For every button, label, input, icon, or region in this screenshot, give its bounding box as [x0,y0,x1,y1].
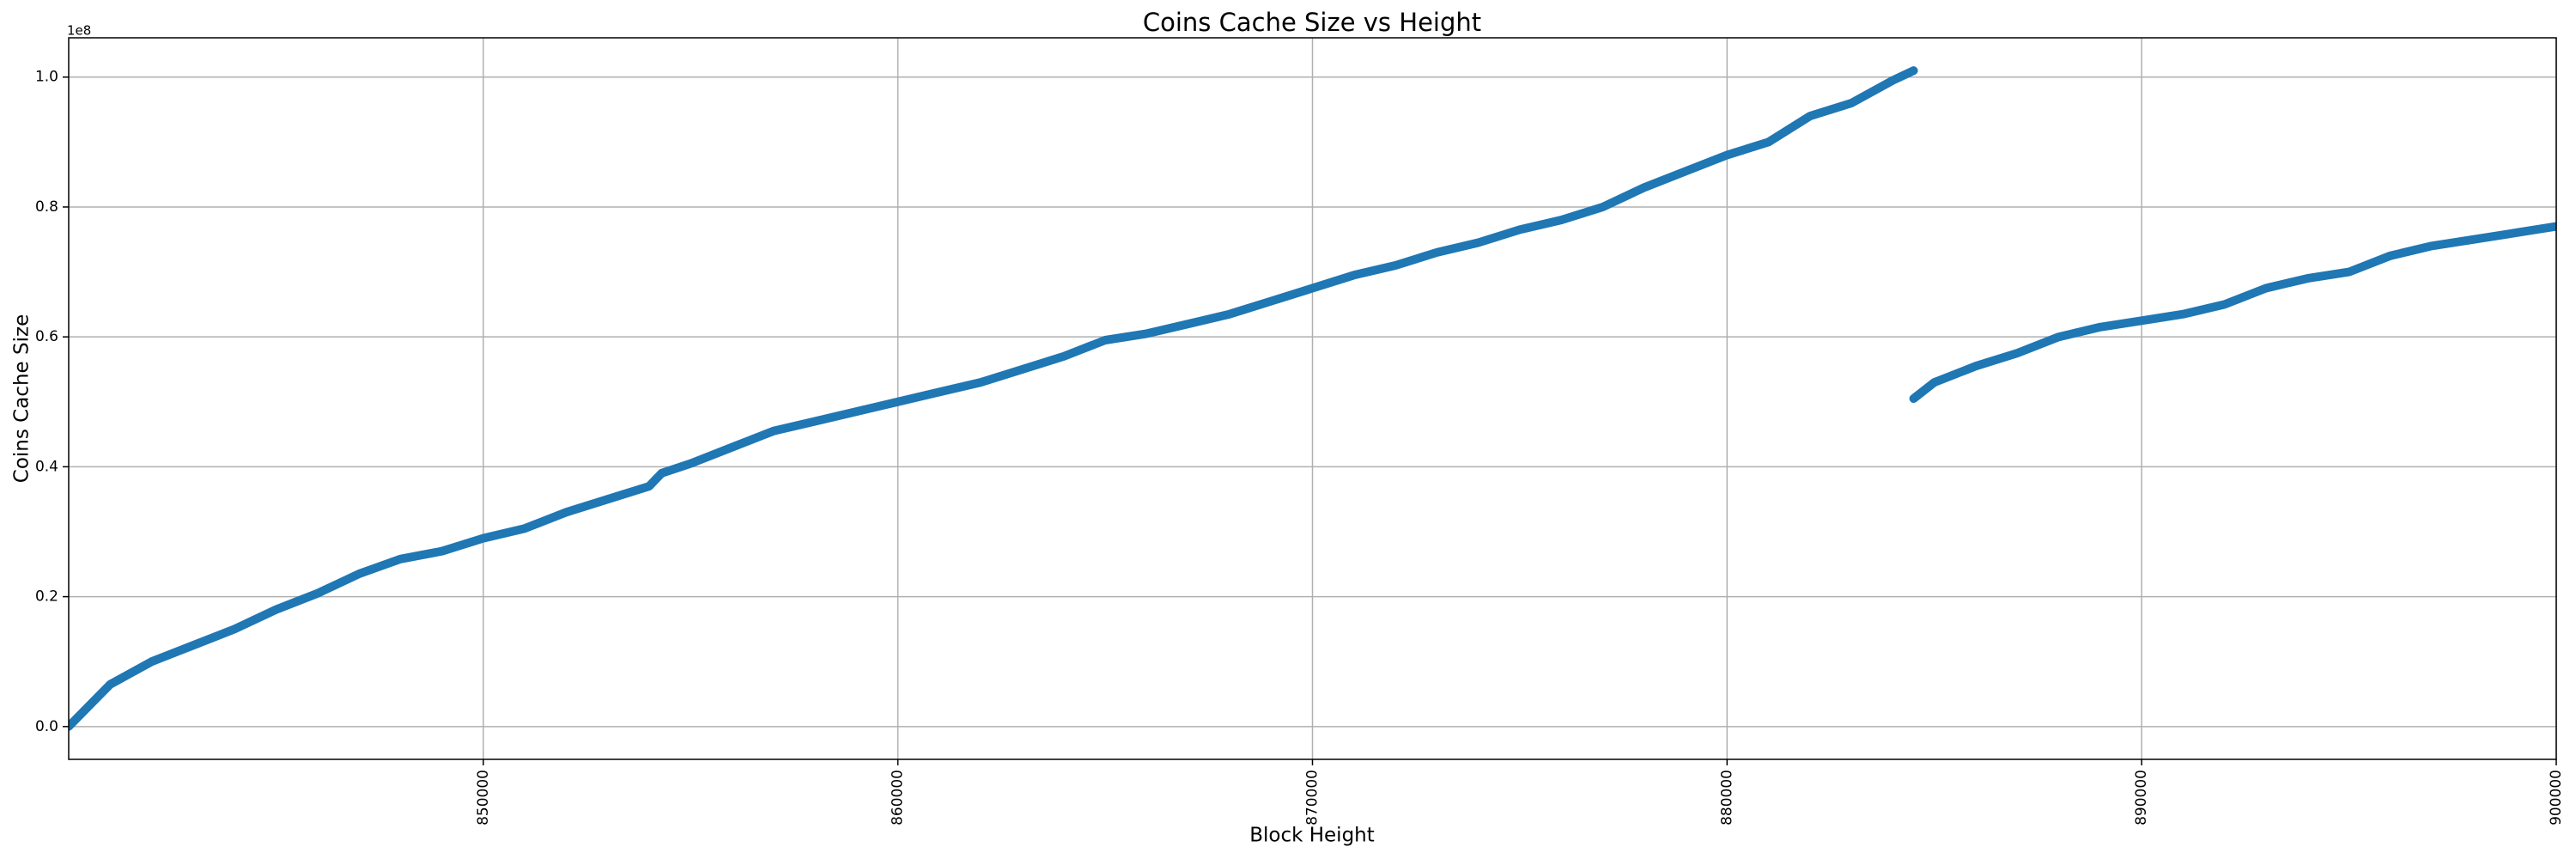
y-tick-label: 1.0 [35,69,58,86]
y-tick-label: 0.0 [35,718,58,735]
y-offset-label: 1e8 [67,23,91,39]
x-tick-label: 890000 [2133,770,2150,825]
data-line [69,66,1918,731]
y-axis-label: Coins Cache Size [11,314,33,483]
y-tick-label: 0.4 [35,458,58,475]
y-tick-label: 0.2 [35,588,58,606]
chart-title: Coins Cache Size vs Height [1143,8,1481,37]
y-tick-label: 0.6 [35,328,58,345]
x-axis-label: Block Height [1249,825,1375,847]
x-tick-label: 850000 [475,770,492,825]
data-line [1909,222,2556,403]
x-tick-label: 860000 [890,770,907,825]
y-tick-label: 0.8 [35,198,58,216]
x-tick-label: 870000 [1304,770,1321,825]
plot-frame [68,37,2557,760]
x-tick-label: 900000 [2548,770,2565,825]
x-tick-label: 880000 [1718,770,1735,825]
